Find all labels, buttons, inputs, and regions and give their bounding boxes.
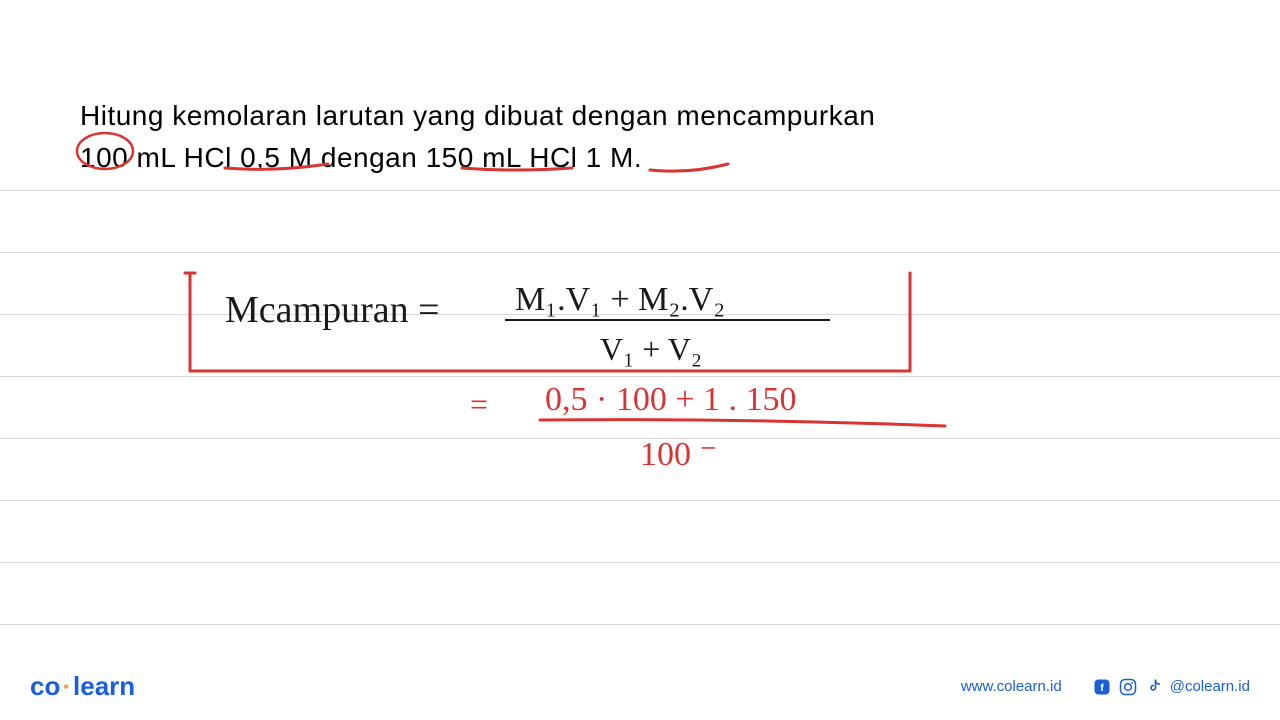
question-text: Hitung kemolaran larutan yang dibuat den… xyxy=(80,95,1200,179)
footer: co·learn www.colearn.id f @colearn.id xyxy=(0,671,1280,702)
brand-logo: co·learn xyxy=(30,671,135,702)
facebook-icon: f xyxy=(1092,677,1112,697)
website-url: www.colearn.id xyxy=(961,678,1062,695)
tiktok-icon xyxy=(1144,677,1164,697)
social-handle: @colearn.id xyxy=(1170,678,1250,695)
svg-text:f: f xyxy=(1100,681,1104,693)
logo-learn: learn xyxy=(73,671,135,701)
footer-right: www.colearn.id f @colearn.id xyxy=(961,677,1250,697)
question-line-1: Hitung kemolaran larutan yang dibuat den… xyxy=(80,95,1200,137)
logo-co: co xyxy=(30,671,60,701)
instagram-icon xyxy=(1118,677,1138,697)
social-links: f @colearn.id xyxy=(1092,677,1250,697)
logo-dot-icon: · xyxy=(62,671,71,701)
ruled-paper-lines xyxy=(0,190,1280,640)
question-line-2: 100 mL HCl 0,5 M dengan 150 mL HCl 1 M. xyxy=(80,137,1200,179)
